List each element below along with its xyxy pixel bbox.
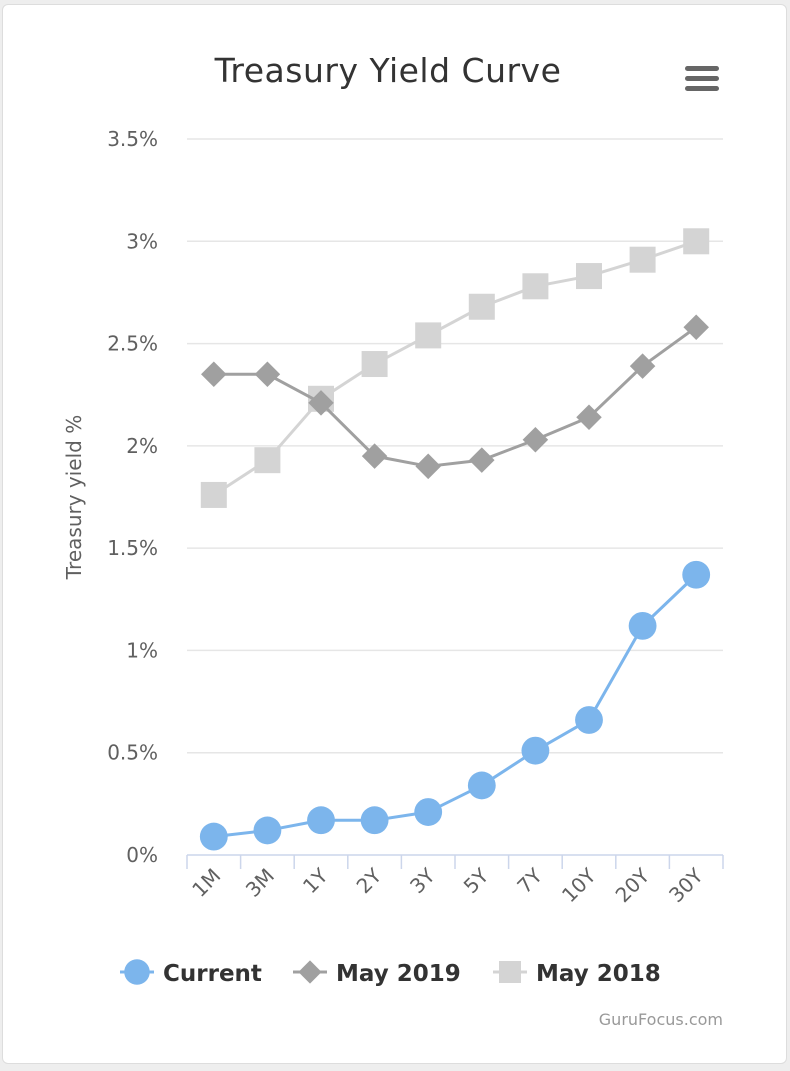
- legend-item-current[interactable]: Current: [120, 959, 262, 987]
- data-point[interactable]: [414, 798, 443, 826]
- x-tick-label: 1Y: [298, 863, 333, 898]
- legend-label: May 2019: [336, 961, 461, 987]
- data-point[interactable]: [308, 390, 334, 416]
- data-point[interactable]: [521, 736, 550, 765]
- data-point[interactable]: [360, 806, 389, 835]
- x-tick-label: 1M: [187, 864, 225, 902]
- data-point[interactable]: [361, 351, 388, 378]
- data-point[interactable]: [682, 560, 711, 589]
- y-tick-label: 3%: [126, 229, 158, 253]
- y-tick-label: 0%: [126, 843, 158, 867]
- series-line: [213, 325, 698, 468]
- x-tick-label: 5Y: [459, 863, 494, 898]
- data-point[interactable]: [683, 314, 709, 340]
- grid-lines: [187, 138, 723, 754]
- data-point[interactable]: [522, 426, 549, 453]
- data-point[interactable]: [253, 816, 282, 845]
- series-may-2019: [201, 314, 709, 480]
- y-tick-label: 0.5%: [107, 741, 158, 765]
- data-point[interactable]: [576, 263, 602, 290]
- data-point[interactable]: [361, 443, 388, 469]
- y-tick-label: 2.5%: [107, 332, 158, 356]
- x-tick-label: 20Y: [611, 863, 655, 907]
- legend: Current May 2019 May 2018: [120, 959, 661, 987]
- series-line: [213, 573, 698, 839]
- data-point[interactable]: [415, 322, 442, 349]
- data-point[interactable]: [254, 361, 281, 388]
- data-point[interactable]: [575, 706, 603, 734]
- x-tick-label: 7Y: [512, 863, 547, 898]
- data-point[interactable]: [522, 273, 549, 300]
- y-tick-label: 1%: [126, 638, 158, 662]
- series-group: [199, 228, 711, 851]
- y-axis-label: Treasury yield %: [62, 415, 86, 580]
- data-point[interactable]: [628, 611, 657, 640]
- x-tick-label: 3Y: [405, 863, 440, 898]
- credits-link[interactable]: GuruFocus.com: [599, 1010, 723, 1029]
- legend-item-may-2018[interactable]: May 2018: [493, 961, 661, 987]
- data-point[interactable]: [469, 447, 495, 473]
- y-tick-label: 1.5%: [107, 536, 158, 560]
- data-point[interactable]: [629, 246, 656, 273]
- series-line: [212, 239, 697, 497]
- data-point[interactable]: [201, 361, 227, 388]
- data-point[interactable]: [199, 822, 228, 851]
- data-point[interactable]: [683, 228, 710, 255]
- data-point[interactable]: [576, 404, 602, 430]
- legend-marker: [298, 960, 322, 984]
- x-tick-label: 2Y: [352, 863, 387, 898]
- y-axis-ticks: 0% 0.5% 1% 1.5% 2% 2.5% 3% 3.5%: [107, 127, 158, 867]
- data-point[interactable]: [467, 771, 496, 800]
- x-tick-label: 30Y: [664, 863, 708, 907]
- series-may-2018: [200, 228, 710, 508]
- series-current: [199, 560, 711, 851]
- data-point[interactable]: [415, 453, 441, 480]
- chart-container: [2, 4, 787, 1064]
- y-tick-label: 2%: [126, 434, 158, 458]
- chart-title: Treasury Yield Curve: [214, 51, 562, 90]
- x-axis: 1M 3M 1Y 2Y 3Y 5Y 7Y 10Y 20Y 30Y: [186, 854, 724, 907]
- legend-label: May 2018: [536, 961, 661, 987]
- legend-label: Current: [163, 961, 262, 987]
- x-tick-label: 10Y: [557, 863, 601, 907]
- data-point[interactable]: [307, 806, 335, 835]
- legend-marker: [499, 961, 521, 983]
- legend-marker: [124, 959, 150, 985]
- legend-item-may-2019[interactable]: May 2019: [293, 960, 461, 987]
- hamburger-menu-icon[interactable]: [680, 60, 722, 96]
- y-tick-label: 3.5%: [107, 127, 158, 151]
- data-point[interactable]: [468, 293, 495, 320]
- x-tick-label: 3M: [241, 864, 279, 902]
- data-point[interactable]: [200, 481, 227, 508]
- data-point[interactable]: [254, 447, 281, 474]
- data-point[interactable]: [629, 353, 656, 379]
